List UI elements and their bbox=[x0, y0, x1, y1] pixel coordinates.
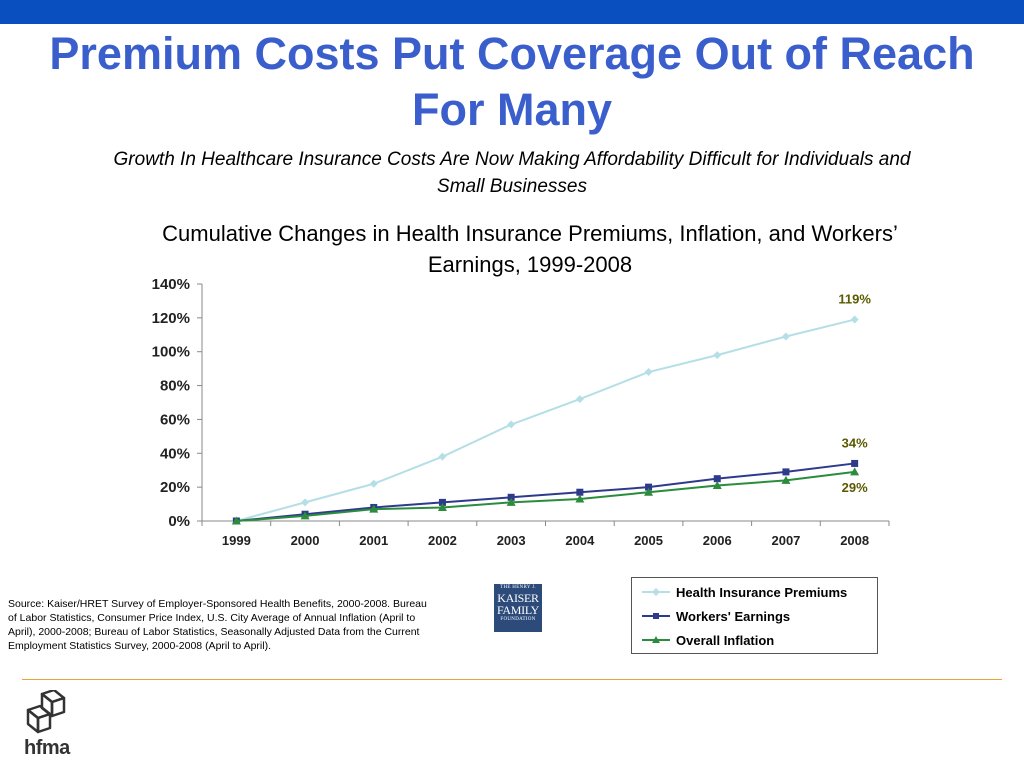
data-point-triangle bbox=[506, 497, 516, 506]
y-tick-label: 40% bbox=[160, 445, 190, 462]
chart-legend: Health Insurance Premiums Workers' Earni… bbox=[631, 577, 878, 654]
data-point-square bbox=[507, 493, 515, 501]
x-tick-label: 2000 bbox=[291, 533, 320, 548]
y-tick-label: 120% bbox=[152, 310, 190, 327]
data-point-square bbox=[782, 468, 790, 476]
data-point-triangle bbox=[231, 516, 241, 525]
legend-item-inflation: Overall Inflation bbox=[642, 630, 774, 650]
legend-marker-triangle bbox=[642, 636, 670, 643]
y-tick-label: 0% bbox=[168, 513, 190, 530]
slide-title: Premium Costs Put Coverage Out of Reach … bbox=[49, 28, 975, 135]
x-tick-label: 2002 bbox=[428, 533, 457, 548]
data-point-triangle bbox=[712, 480, 722, 489]
data-point-diamond bbox=[507, 420, 516, 429]
legend-marker-square bbox=[642, 613, 670, 619]
legend-item-premiums: Health Insurance Premiums bbox=[642, 582, 847, 602]
data-point-square bbox=[713, 475, 721, 483]
y-tick-label: 80% bbox=[160, 378, 190, 395]
footer-rule bbox=[22, 679, 1002, 680]
data-point-diamond bbox=[575, 395, 584, 404]
data-label: 34% bbox=[842, 435, 868, 450]
data-point-triangle bbox=[644, 487, 654, 496]
x-tick-label: 2008 bbox=[840, 533, 869, 548]
data-label: 119% bbox=[838, 292, 871, 307]
y-tick-label: 140% bbox=[152, 276, 190, 293]
data-label: 29% bbox=[842, 480, 868, 495]
hfma-cube-icon bbox=[26, 690, 66, 734]
slide-subtitle: Growth In Healthcare Insurance Costs Are… bbox=[113, 149, 911, 197]
x-tick-label: 2003 bbox=[497, 533, 526, 548]
series-line-2 bbox=[236, 470, 855, 522]
data-point-triangle bbox=[850, 467, 860, 476]
y-tick-label: 60% bbox=[160, 411, 190, 428]
legend-label: Overall Inflation bbox=[676, 632, 775, 648]
legend-marker-diamond bbox=[642, 588, 670, 596]
x-tick-label: 2007 bbox=[771, 533, 800, 548]
x-tick-label: 2004 bbox=[565, 533, 595, 548]
data-point-square bbox=[576, 488, 584, 496]
kaiser-family-foundation-logo: THE HENRY J. KAISER FAMILY FOUNDATION bbox=[494, 584, 542, 632]
x-tick-label: 1999 bbox=[222, 533, 251, 548]
chart-title: Cumulative Changes in Health Insurance P… bbox=[162, 221, 898, 277]
data-point-diamond bbox=[301, 498, 310, 507]
legend-label: Health Insurance Premiums bbox=[676, 584, 848, 600]
x-tick-label: 2001 bbox=[359, 533, 388, 548]
data-point-triangle bbox=[437, 502, 447, 511]
hfma-brand: hfma bbox=[24, 737, 70, 759]
data-point-square bbox=[851, 459, 859, 467]
x-tick-label: 2006 bbox=[703, 533, 732, 548]
data-point-diamond bbox=[850, 315, 859, 324]
data-point-triangle bbox=[781, 475, 791, 484]
data-point-triangle bbox=[369, 504, 379, 513]
series-line-1 bbox=[236, 462, 855, 522]
line-chart: 0% 20% 40% 60% 80% 100% 120% 140% 1999 2000 2001 20… bbox=[152, 276, 890, 548]
legend-item-earnings: Workers' Earnings bbox=[642, 606, 790, 626]
top-banner-bar bbox=[0, 0, 1024, 24]
data-point-diamond bbox=[781, 332, 790, 341]
source-note: Source: Kaiser/HRET Survey of Employer-S… bbox=[8, 598, 427, 652]
data-point-triangle bbox=[300, 511, 310, 520]
data-point-diamond bbox=[644, 368, 653, 377]
data-point-diamond bbox=[713, 351, 722, 360]
data-point-triangle bbox=[575, 494, 585, 503]
series-line-0 bbox=[236, 318, 855, 522]
data-point-diamond bbox=[438, 452, 447, 461]
legend-label: Workers' Earnings bbox=[676, 608, 791, 624]
y-tick-label: 20% bbox=[160, 479, 190, 496]
x-tick-label: 2005 bbox=[634, 533, 663, 548]
data-point-diamond bbox=[369, 479, 378, 488]
y-tick-label: 100% bbox=[152, 344, 190, 361]
data-point-square bbox=[438, 498, 446, 506]
data-point-square bbox=[645, 483, 653, 491]
